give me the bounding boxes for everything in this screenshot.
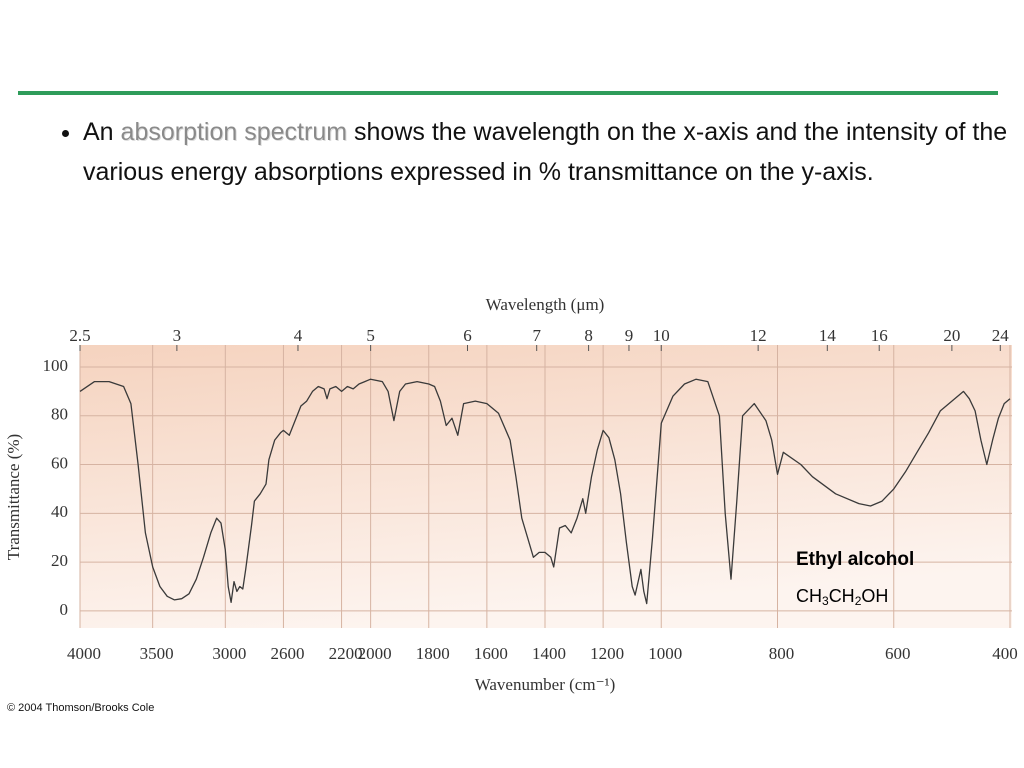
y-axis-label: Transmittance (%) bbox=[4, 434, 23, 560]
y-tick-label: 80 bbox=[51, 405, 68, 424]
x-tick-label: 2200 bbox=[329, 644, 363, 663]
highlight: absorption spectrum bbox=[120, 118, 348, 146]
x2-tick-label: 10 bbox=[653, 326, 670, 345]
text: shows the wavelength on the x-axis and t… bbox=[83, 118, 1008, 186]
y-tick-label: 60 bbox=[51, 453, 68, 472]
x-tick-label: 600 bbox=[885, 644, 911, 663]
x2-tick-label: 3 bbox=[173, 326, 182, 345]
x-tick-label: 1600 bbox=[474, 644, 508, 663]
x2-tick-label: 14 bbox=[819, 326, 837, 345]
annotation: Ethyl alcohol bbox=[796, 549, 914, 570]
plot-area bbox=[80, 345, 1012, 628]
text: An bbox=[83, 118, 114, 146]
x2-axis-label: Wavelength (μm) bbox=[486, 295, 605, 314]
x2-tick-label: 2.5 bbox=[69, 326, 90, 345]
credit: © 2004 Thomson/Brooks Cole bbox=[7, 702, 155, 714]
x-tick-label: 2600 bbox=[270, 644, 304, 663]
x-tick-label: 1800 bbox=[416, 644, 450, 663]
spectrum-line bbox=[79, 378, 1011, 605]
bullet: An absorption spectrum shows the wavelen… bbox=[83, 112, 1013, 192]
x-tick-label: 400 bbox=[992, 644, 1018, 663]
x2-tick-label: 4 bbox=[294, 326, 303, 345]
x-tick-label: 1200 bbox=[590, 644, 624, 663]
x-tick-label: 1400 bbox=[532, 644, 566, 663]
bullet-list: An absorption spectrum shows the wavelen… bbox=[40, 112, 1013, 192]
x-tick-label: 4000 bbox=[67, 644, 101, 663]
x2-tick-label: 24 bbox=[992, 326, 1010, 345]
x-tick-label: 1000 bbox=[648, 644, 682, 663]
y-tick-label: 0 bbox=[60, 600, 69, 619]
formula: CH3CH2OH bbox=[796, 586, 888, 608]
y-tick-label: 40 bbox=[51, 502, 68, 521]
x2-tick-label: 5 bbox=[366, 326, 375, 345]
x2-tick-label: 7 bbox=[532, 326, 541, 345]
x2-tick-label: 6 bbox=[463, 326, 472, 345]
x-tick-label: 2000 bbox=[358, 644, 392, 663]
x-axis-label: Wavenumber (cm⁻¹) bbox=[475, 675, 616, 694]
divider bbox=[18, 91, 998, 95]
x-tick-label: 800 bbox=[769, 644, 795, 663]
x2-tick-label: 8 bbox=[584, 326, 593, 345]
x2-tick-label: 16 bbox=[871, 326, 888, 345]
x2-tick-label: 20 bbox=[943, 326, 960, 345]
x2-tick-label: 9 bbox=[625, 326, 634, 345]
y-tick-label: 100 bbox=[43, 356, 69, 375]
y-tick-label: 20 bbox=[51, 551, 68, 570]
x2-tick-label: 12 bbox=[750, 326, 767, 345]
x-tick-label: 3000 bbox=[212, 644, 246, 663]
x-tick-label: 3500 bbox=[140, 644, 174, 663]
